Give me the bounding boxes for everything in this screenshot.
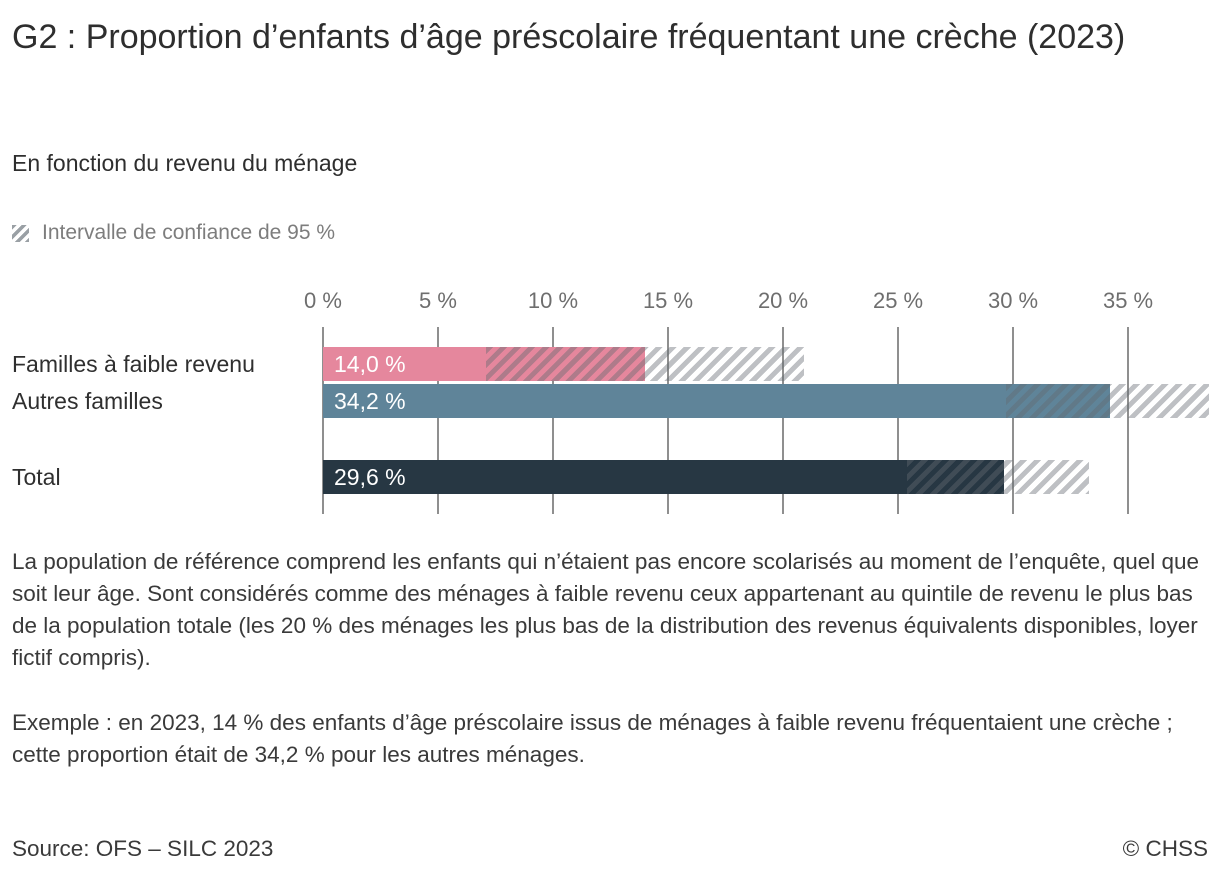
ci-legend: Intervalle de confiance de 95 % <box>12 221 335 245</box>
confidence-interval-band <box>1006 384 1209 418</box>
footnote-paragraph: La population de référence comprend les … <box>12 549 1200 670</box>
bar: 34,2 % <box>323 384 1110 418</box>
category-labels: Familles à faible revenu Autres familles T… <box>0 0 320 878</box>
footer: Source: OFS – SILC 2023 © CHSS <box>12 836 1208 862</box>
ci-legend-label: Intervalle de confiance de 95 % <box>42 221 336 244</box>
category-label: Total <box>12 464 61 490</box>
bar: 14,0 % <box>323 347 646 381</box>
gridline <box>552 327 554 514</box>
bar: 29,6 % <box>323 460 1004 494</box>
x-tick-label: 0 % <box>304 288 342 313</box>
confidence-interval-band <box>486 347 804 381</box>
bar-value-label: 34,2 % <box>334 387 406 414</box>
copyright-label: © CHSS <box>1122 836 1208 861</box>
gridline <box>667 327 670 514</box>
source-label: Source: OFS – SILC 2023 <box>12 836 274 861</box>
bar-value-label: 14,0 % <box>334 350 406 377</box>
chart-subtitle: En fonction du revenu du ménage <box>12 150 358 176</box>
plot-area: 14,0 % 34,2 % 29,6 % <box>322 327 1212 514</box>
category-label: Autres familles <box>12 388 163 414</box>
x-tick-label: 30 % <box>987 288 1039 313</box>
gridline <box>437 327 439 514</box>
x-tick-label: 15 % <box>642 288 694 313</box>
x-tick-label: 10 % <box>527 288 579 313</box>
chart-title: G2 : Proportion d’enfants d’âge préscola… <box>12 18 1126 56</box>
confidence-interval-band <box>907 460 1089 494</box>
gridline <box>1012 327 1015 514</box>
category-label: Familles à faible revenu <box>12 351 255 377</box>
footnotes: La population de référence comprend les … <box>12 546 1210 771</box>
x-tick-label: 25 % <box>872 288 924 313</box>
gridline <box>897 327 900 514</box>
ci-hatch-swatch-icon <box>12 224 29 242</box>
x-tick-label: 20 % <box>757 288 809 313</box>
x-axis-tick-labels: 0 % 5 % 10 % 15 % 20 % 25 % 30 % 35 % <box>304 288 1212 316</box>
gridline <box>782 327 785 514</box>
x-tick-label: 5 % <box>419 288 457 313</box>
gridline <box>322 327 324 514</box>
bar-value-label: 29,6 % <box>334 463 406 490</box>
gridline <box>1127 327 1130 514</box>
example-paragraph: Exemple : en 2023, 14 % des enfants d’âg… <box>12 710 1173 767</box>
x-tick-label: 35 % <box>1102 288 1154 313</box>
